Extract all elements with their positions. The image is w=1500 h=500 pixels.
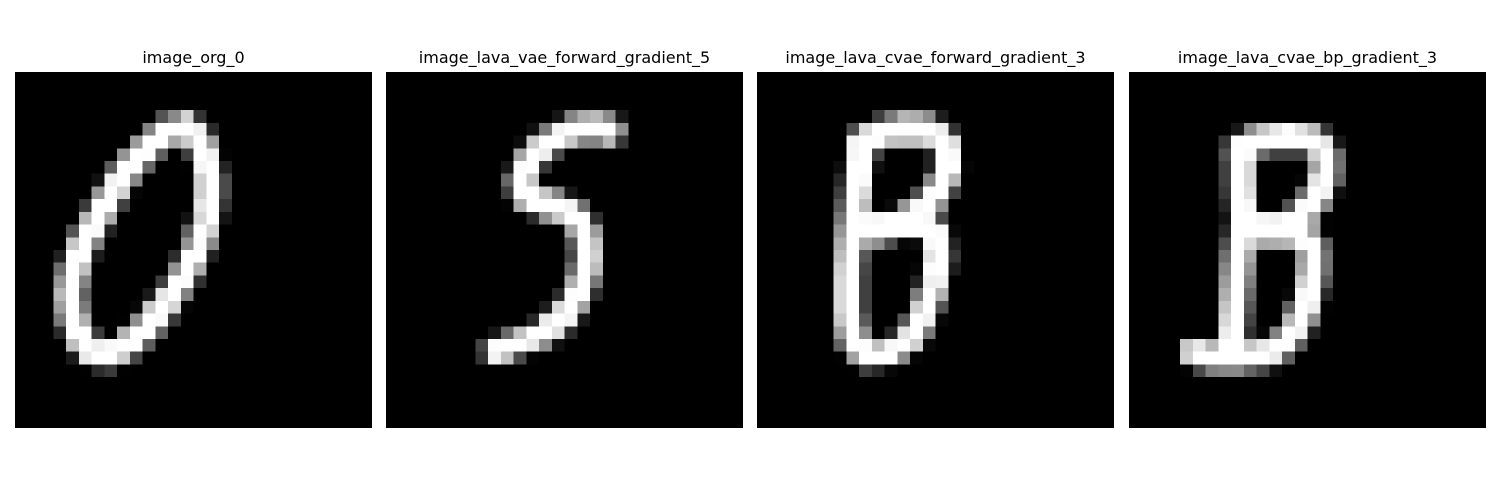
handwritten-digit-8-icon <box>757 72 1114 428</box>
handwritten-digit-0-icon <box>15 72 372 428</box>
image-panel-4 <box>1129 72 1486 428</box>
panel-title-1: image_org_0 <box>142 48 245 67</box>
image-panel-2 <box>386 72 743 428</box>
image-panel-3 <box>757 72 1114 428</box>
panel-title-2: image_lava_vae_forward_gradient_5 <box>418 48 711 67</box>
panel-title-4: image_lava_cvae_bp_gradient_3 <box>1177 48 1438 67</box>
image-panel-1 <box>15 72 372 428</box>
handwritten-digit-8-icon <box>1129 72 1486 428</box>
handwritten-digit-5-icon <box>386 72 743 428</box>
panel-title-3: image_lava_cvae_forward_gradient_3 <box>785 48 1086 67</box>
